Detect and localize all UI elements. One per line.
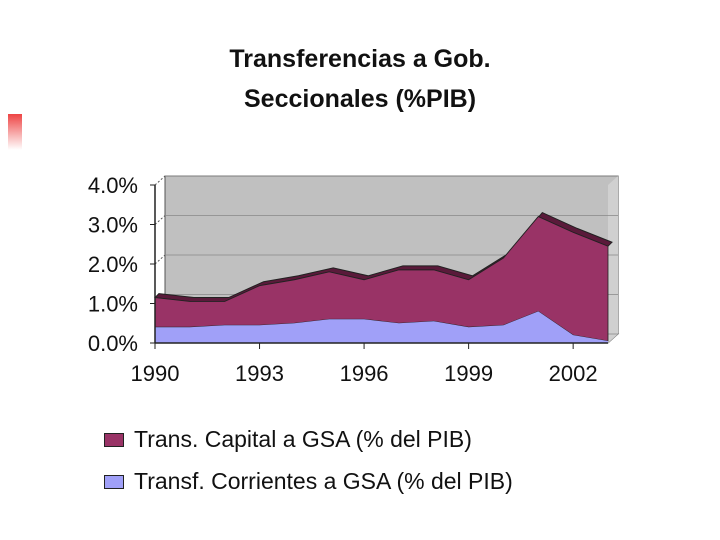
decorative-corner-mark (8, 114, 22, 150)
y-tick-label: 3.0% (88, 213, 138, 238)
legend-swatch-capital (104, 432, 124, 447)
y-tick-label: 0.0% (88, 331, 138, 356)
y-tick-label: 1.0% (88, 292, 138, 317)
y-tick-label: 4.0% (88, 173, 138, 198)
legend-item-capital: Trans. Capital a GSA (% del PIB) (104, 426, 472, 453)
series-corrientes-area (155, 311, 608, 343)
x-tick-label: 1996 (340, 361, 389, 386)
legend-swatch-corrientes (104, 474, 124, 489)
gridline-depth-0 (154, 175, 166, 186)
x-tick-label: 2002 (549, 361, 598, 386)
y-tick-label: 2.0% (88, 252, 138, 277)
chart-title-line-2: Seccionales (%PIB) (243, 85, 477, 113)
x-tick-label: 1990 (131, 361, 180, 386)
plot-side-wall (608, 176, 618, 343)
legend-label-corrientes: Transf. Corrientes a GSA (% del PIB) (134, 468, 513, 494)
chart-title-line-1: Transferencias a Gob. (229, 45, 491, 73)
x-tick-label: 1993 (235, 361, 284, 386)
gridline-depth-1 (154, 215, 166, 225)
legend-item-corrientes: Transf. Corrientes a GSA (% del PIB) (104, 468, 513, 495)
gridline-depth-2 (154, 254, 166, 265)
area-chart: 4.0% 3.0% 2.0% 1.0% 0.0% 1990 1993 1996 1999 2002 (88, 173, 620, 386)
x-tick-label: 1999 (444, 361, 493, 386)
legend-label-capital: Trans. Capital a GSA (% del PIB) (134, 426, 472, 452)
